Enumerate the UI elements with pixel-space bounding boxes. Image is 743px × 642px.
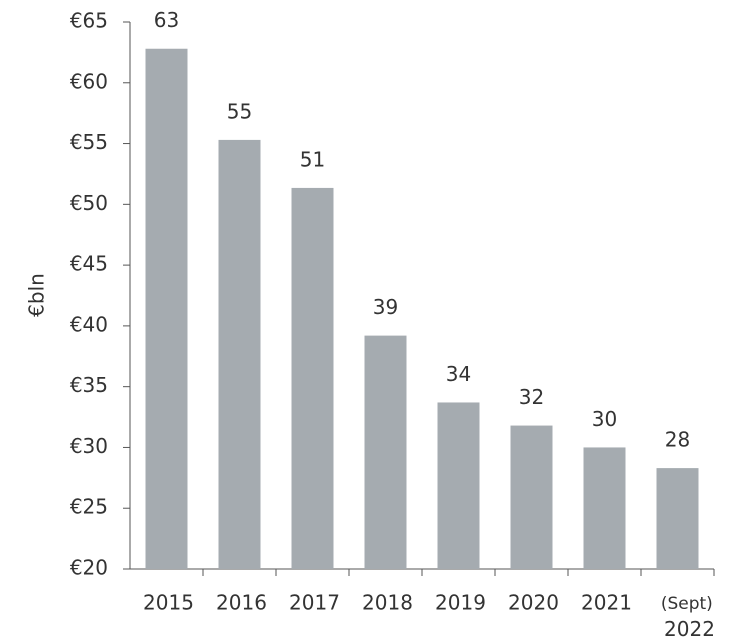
x-tick-label: 2021 <box>581 591 632 615</box>
data-label: 34 <box>446 362 471 386</box>
bar <box>145 48 188 569</box>
bar <box>364 335 407 569</box>
bar <box>510 425 553 569</box>
x-tick-label: 2019 <box>435 591 486 615</box>
x-tick-label: 2015 <box>143 591 194 615</box>
data-label: 30 <box>592 407 617 431</box>
x-tick-label: 2016 <box>216 591 267 615</box>
data-label: 63 <box>154 8 179 32</box>
x-tick-label: 2018 <box>362 591 413 615</box>
y-tick-label: €55 <box>70 130 108 154</box>
y-tick-label: €65 <box>70 9 108 33</box>
bar <box>218 139 261 570</box>
bar <box>583 447 626 569</box>
data-label: 28 <box>665 428 690 452</box>
y-tick-label: €60 <box>70 69 108 93</box>
bar <box>437 402 480 569</box>
x-tick-label: 2020 <box>508 591 559 615</box>
data-label: 39 <box>373 295 398 319</box>
y-tick-label: €35 <box>70 373 108 397</box>
y-tick-label: €40 <box>70 312 108 336</box>
data-label: 55 <box>227 99 252 123</box>
data-label: 51 <box>300 147 325 171</box>
data-label: 32 <box>519 385 544 409</box>
x-tick-label: (Sept) 2022 <box>661 594 718 641</box>
y-tick-label: €45 <box>70 252 108 276</box>
bar <box>291 187 334 569</box>
x-tick-label: 2017 <box>289 591 340 615</box>
y-axis-label: €bln <box>25 273 49 317</box>
y-tick-label: €20 <box>70 556 108 580</box>
y-tick-label: €50 <box>70 191 108 215</box>
y-tick-label: €25 <box>70 495 108 519</box>
y-tick-label: €30 <box>70 434 108 458</box>
bar <box>656 468 699 569</box>
